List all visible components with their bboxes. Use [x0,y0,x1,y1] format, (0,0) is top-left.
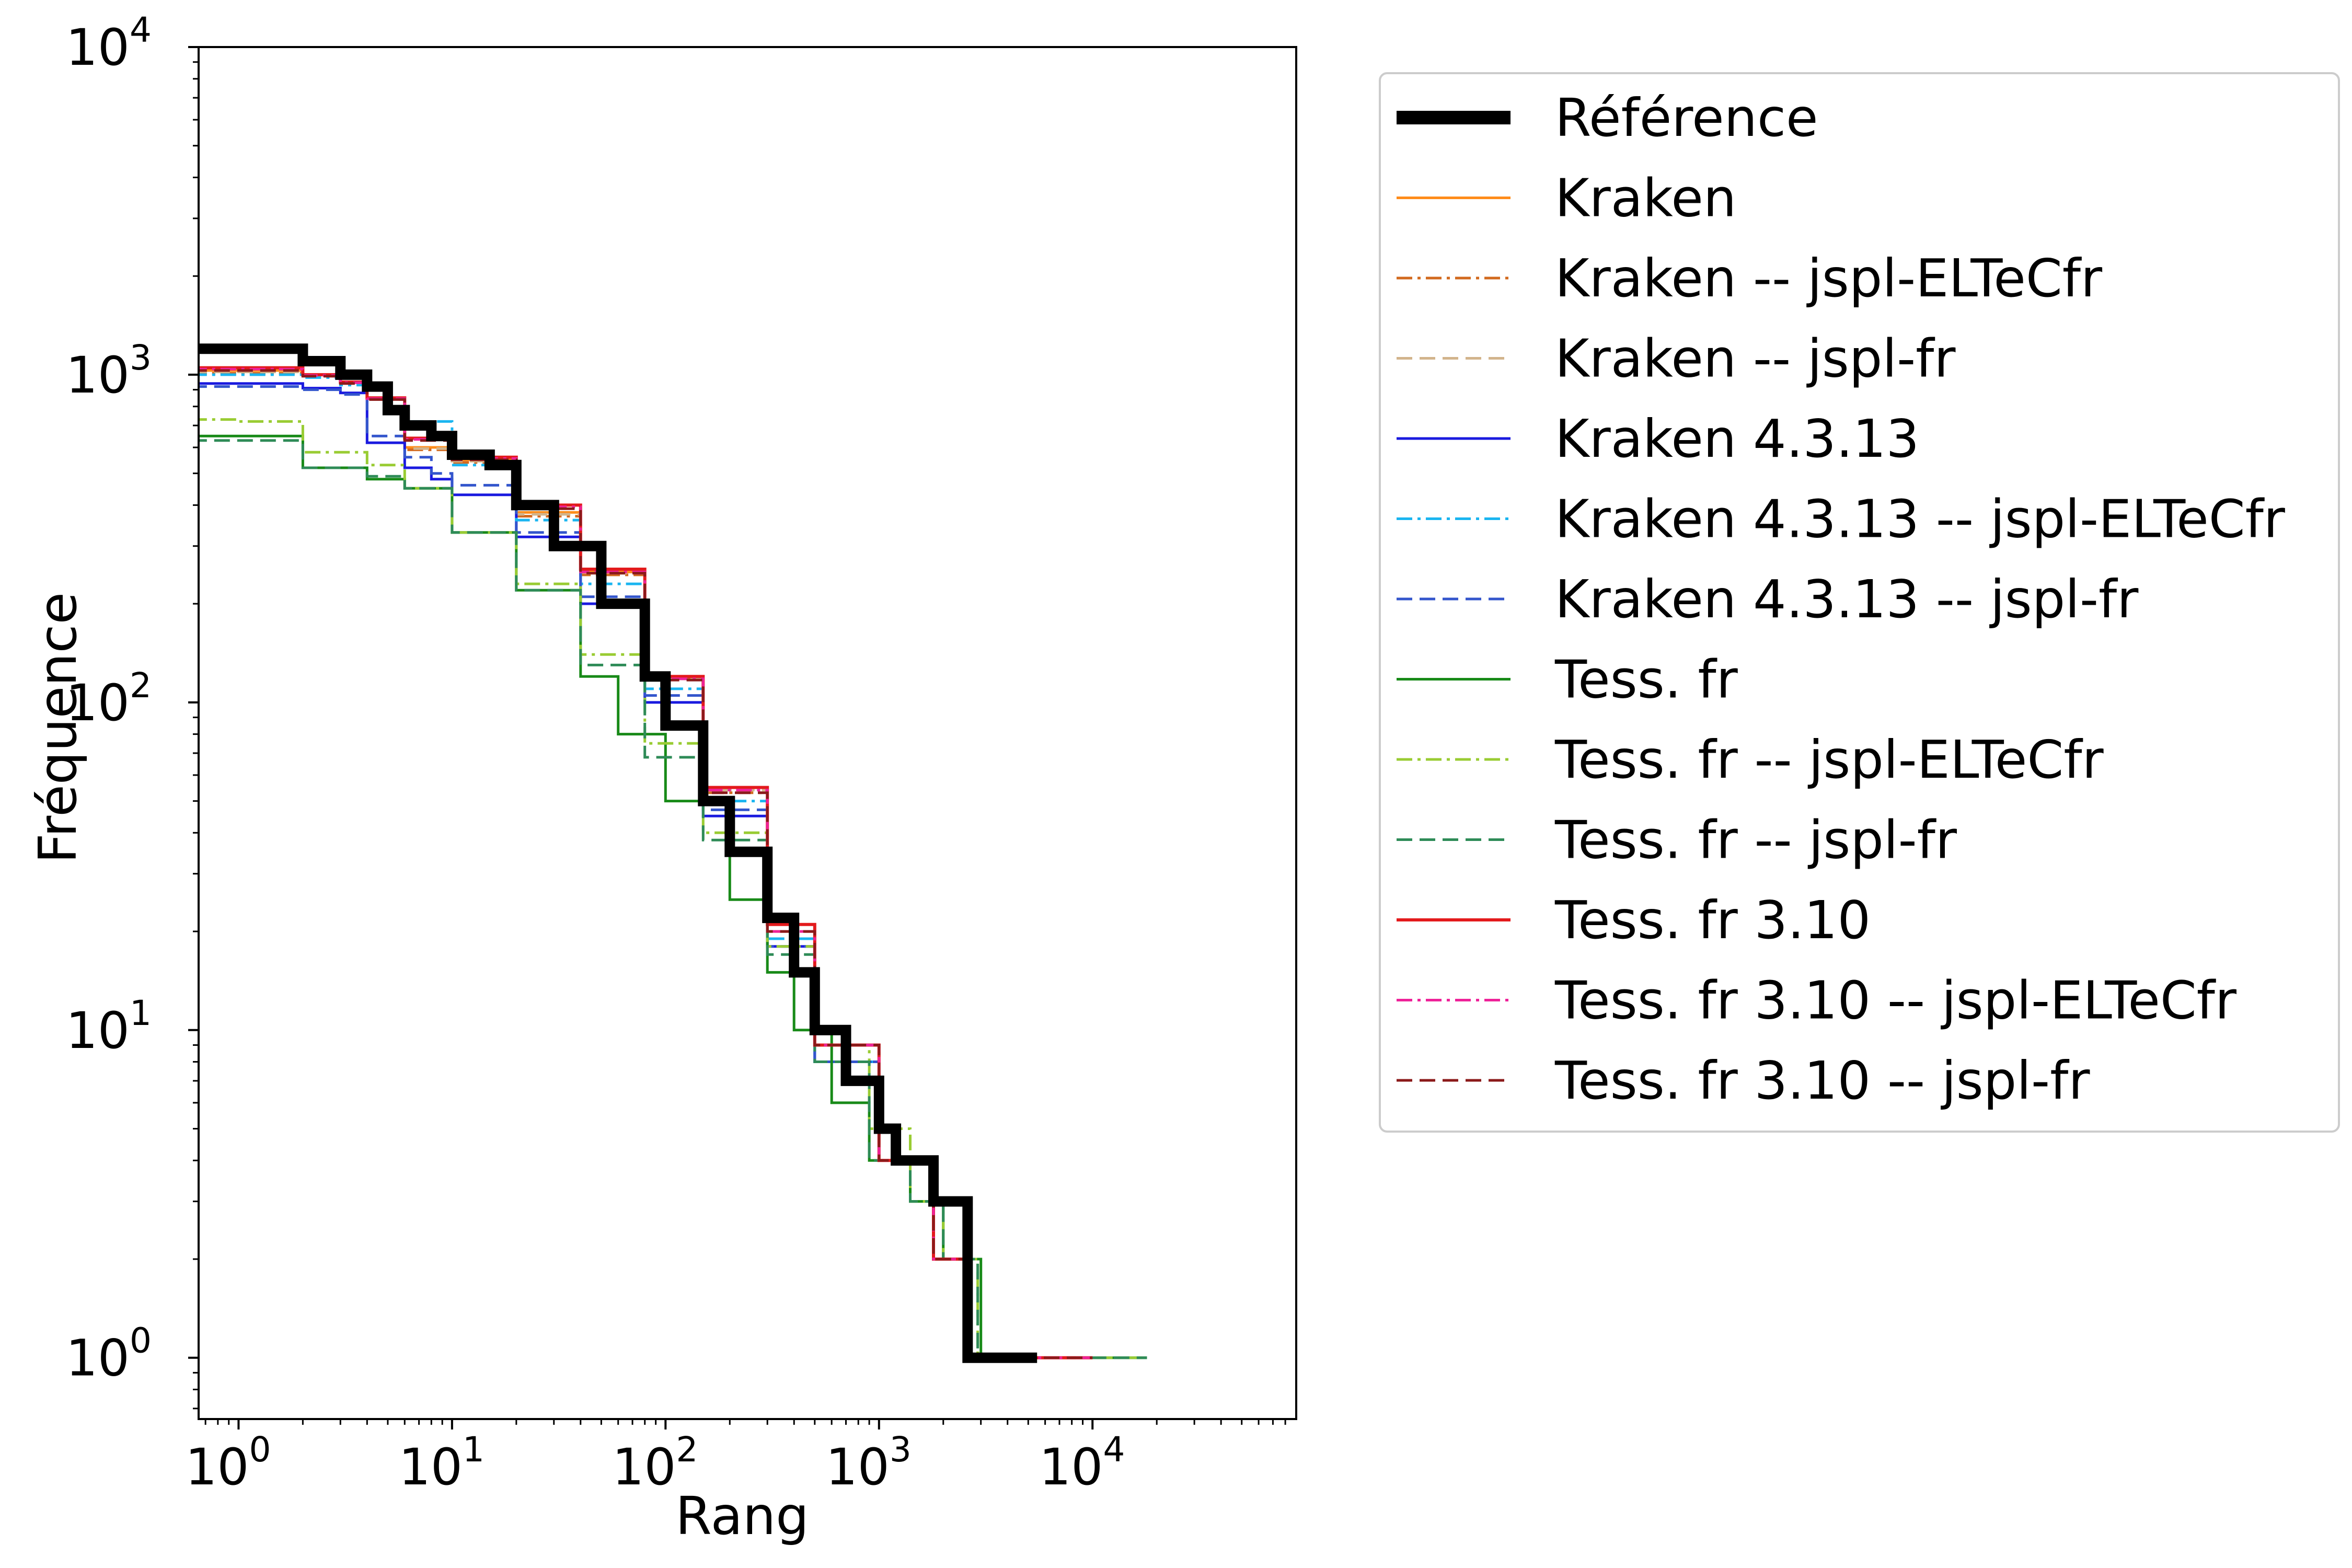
legend-label-6: Kraken 4.3.13 -- jspl-fr [1555,569,2139,630]
y-tick-label-2: 102 [66,665,152,732]
axis-ticks: 100 101 102 103 104 100 101 102 103 104 [66,10,1286,1496]
y-tick-label-3: 103 [66,338,152,405]
x-axis-label: Rang [675,1485,809,1547]
legend-label-4: Kraken 4.3.13 [1555,408,1919,469]
legend: Référence Kraken Kraken -- jspl-ELTeCfr Kra… [1379,72,2340,1133]
y-tick-label-4: 104 [66,10,152,77]
legend-label-11: Tess. fr 3.10 -- jspl-ELTeCfr [1554,970,2237,1031]
x-tick-label-3: 103 [826,1429,912,1496]
plot-frame [198,46,1297,1420]
x-tick-label-0: 100 [185,1429,271,1496]
legend-label-10: Tess. fr 3.10 [1554,890,1871,951]
legend-label-5: Kraken 4.3.13 -- jspl-ELTeCfr [1555,489,2286,550]
x-tick-label-4: 104 [1039,1429,1125,1496]
series-layer [199,343,1147,1363]
y-tick-label-1: 101 [66,993,152,1060]
x-tick-label-1: 101 [399,1429,485,1496]
x-tick-label-2: 102 [612,1429,698,1496]
y-tick-label-0: 100 [66,1321,152,1388]
series-line-9 [199,439,1147,1359]
legend-label-8: Tess. fr -- jspl-ELTeCfr [1554,729,2104,790]
legend-label-3: Kraken -- jspl-fr [1555,328,1956,389]
legend-label-9: Tess. fr -- jspl-fr [1554,810,1957,871]
legend-label-0: Référence [1555,87,1818,148]
legend-label-1: Kraken [1555,168,1736,229]
legend-label-7: Tess. fr [1554,649,1738,710]
y-axis-label: Fréquence [27,592,88,863]
series-line-8 [199,418,1147,1359]
series-line-0 [199,343,1037,1363]
legend-label-12: Tess. fr 3.10 -- jspl-fr [1554,1050,2090,1111]
legend-label-2: Kraken -- jspl-ELTeCfr [1555,248,2103,309]
legend-box [1379,72,2340,1133]
